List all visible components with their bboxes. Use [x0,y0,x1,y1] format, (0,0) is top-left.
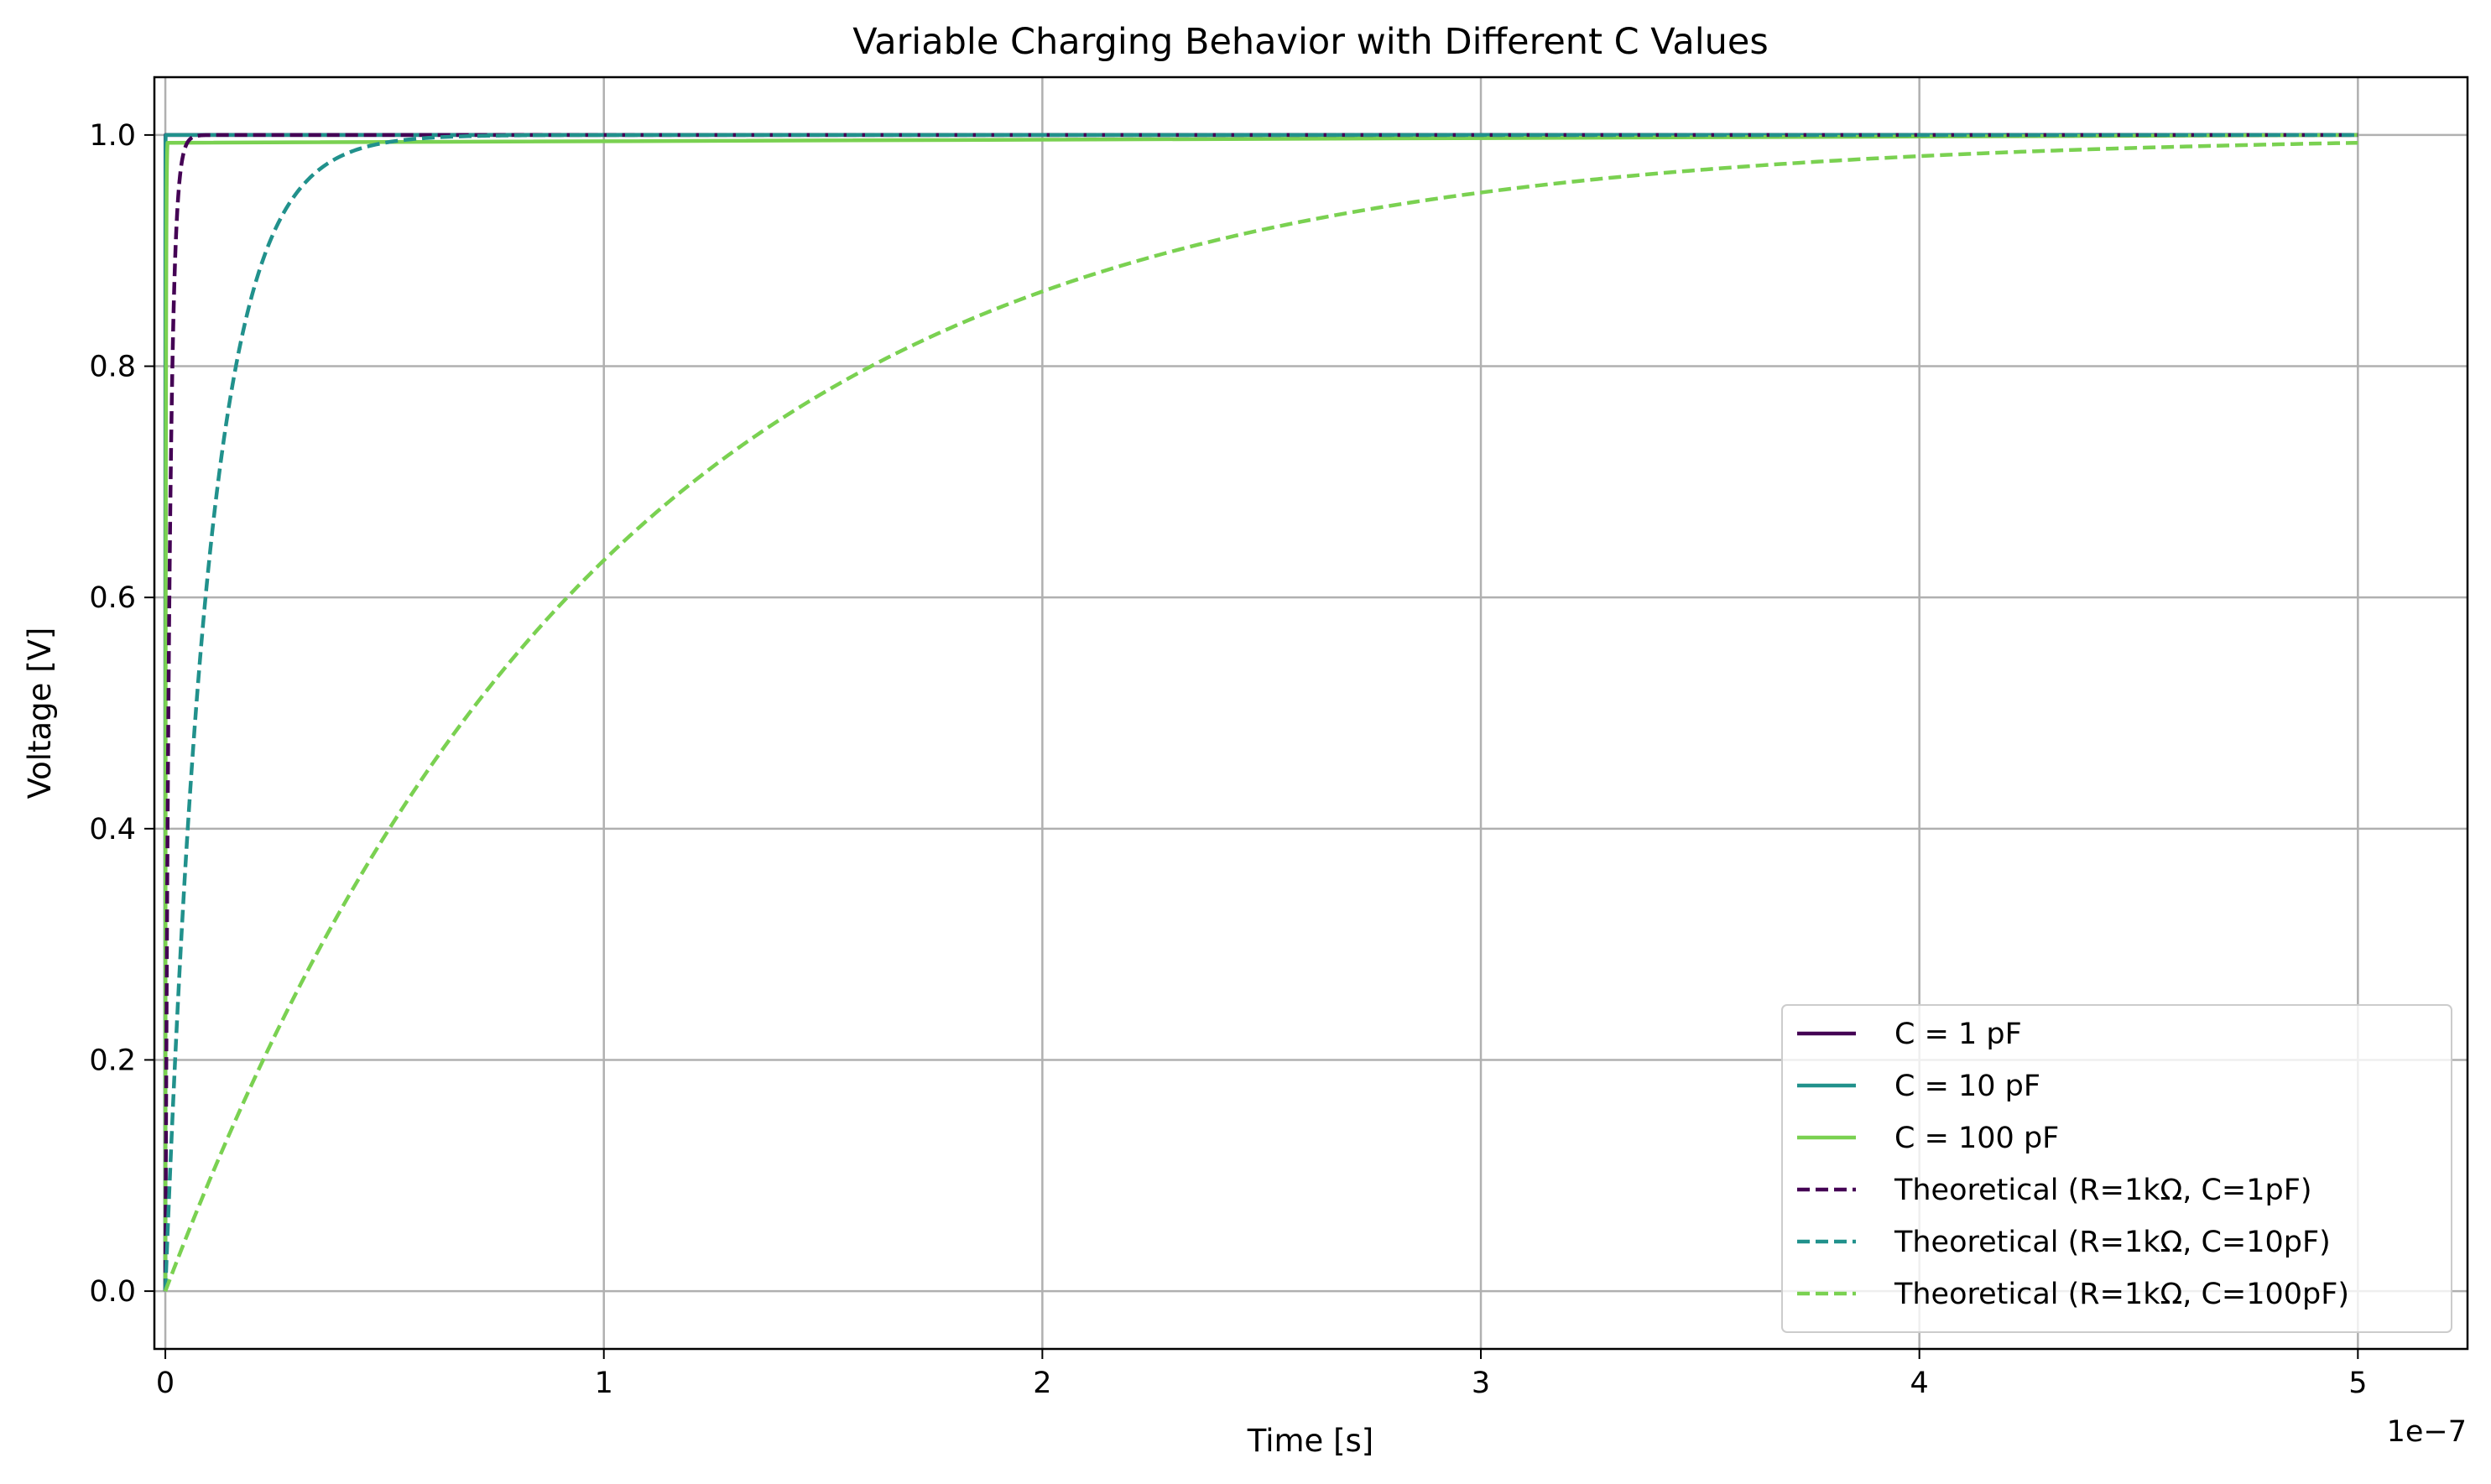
x-axis-label: Time [s] [1247,1423,1373,1459]
series-layer [163,133,2358,1294]
series-line-5 [163,133,2358,1294]
legend-label: C = 100 pF [1894,1122,2059,1155]
x-tick-label: 3 [1472,1367,1490,1400]
legend-label: Theoretical (R=1kΩ, C=100pF) [1894,1278,2349,1311]
legend: C = 1 pF C = 10 pF C = 100 pF Theoretical (… [1781,1004,2452,1333]
axes-frame [153,76,2469,1351]
y-tick-label: 0.2 [89,1044,136,1077]
legend-label: C = 10 pF [1894,1070,2040,1103]
legend-label: C = 1 pF [1894,1018,2022,1051]
y-tick-label: 0.4 [89,813,136,846]
y-tick-label: 0.8 [89,351,136,384]
x-tick-label: 0 [156,1367,175,1400]
legend-label: Theoretical (R=1kΩ, C=10pF) [1894,1226,2331,1259]
series-line-6 [163,140,2358,1294]
x-tick-label: 4 [1910,1367,1929,1400]
x-tick-label: 1 [595,1367,613,1400]
series-line-4 [163,133,2358,1292]
legend-box [1781,1004,2452,1333]
ticks: 0 1 2 3 4 5 0.0 0.2 0.4 0.6 0.8 1.0 [89,119,2367,1400]
chart-title: Variable Charging Behavior with Differen… [852,21,1769,63]
x-tick-label: 2 [1033,1367,1051,1400]
x-tick-label: 5 [2348,1367,2367,1400]
x-offset-label: 1e−7 [2387,1415,2467,1449]
legend-label: Theoretical (R=1kΩ, C=1pF) [1894,1174,2312,1207]
y-tick-label: 1.0 [89,119,136,153]
y-tick-label: 0.0 [89,1275,136,1309]
series-line-2 [163,133,2358,1292]
y-tick-label: 0.6 [89,581,136,615]
series-line-3 [163,133,2358,1292]
y-axis-label: Voltage [V] [22,627,58,799]
